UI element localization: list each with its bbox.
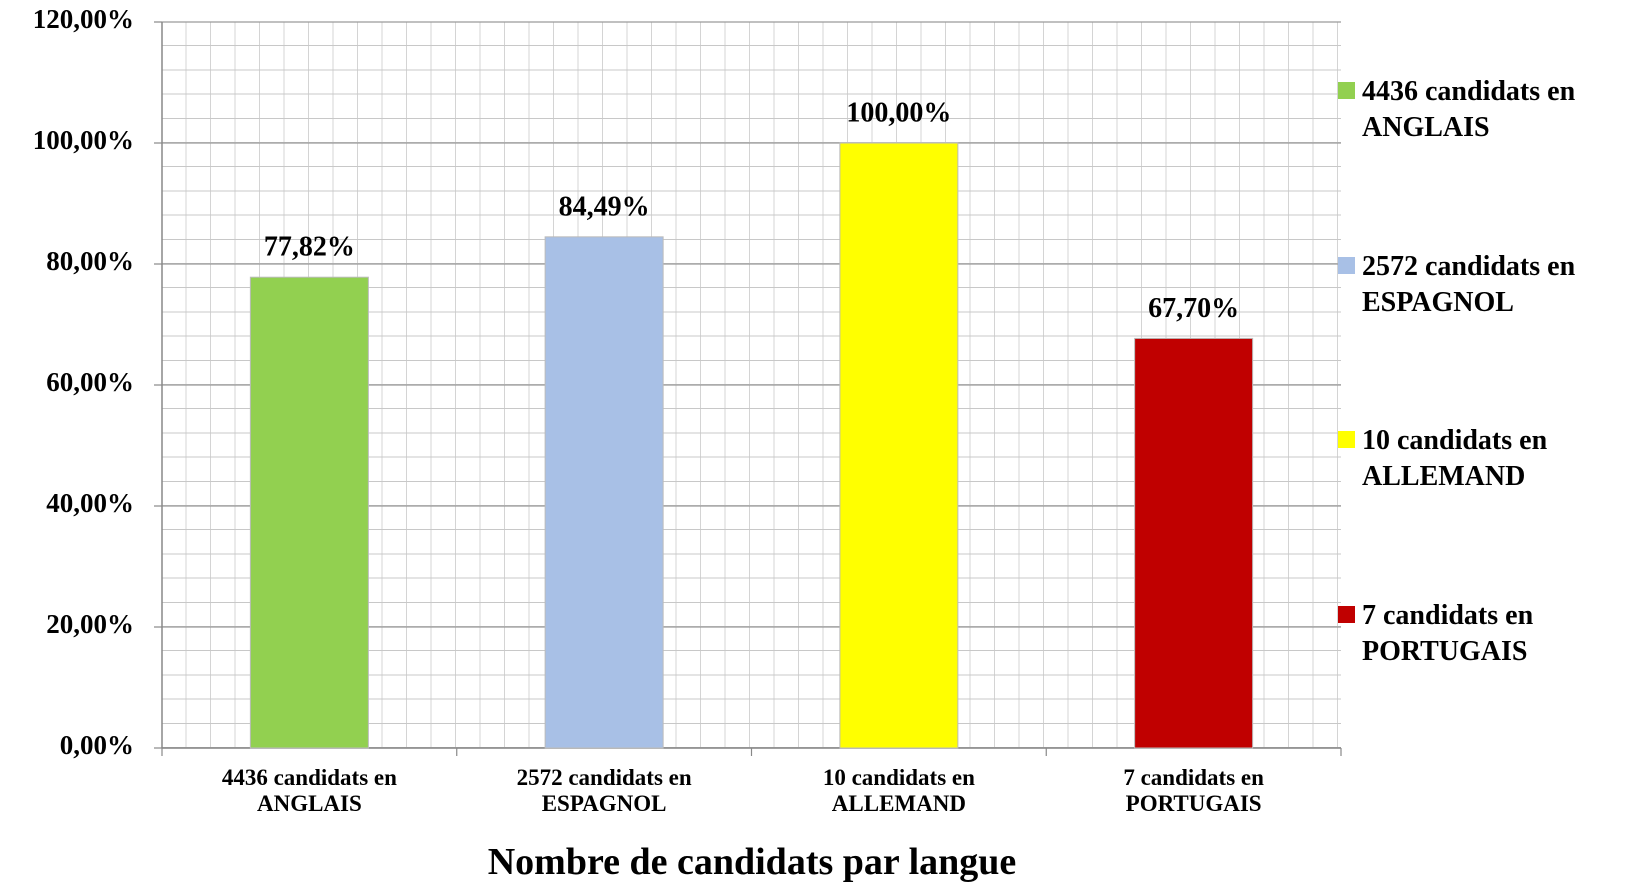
legend-label: 4436 candidats en ANGLAIS [1362, 76, 1576, 144]
x-axis-label: Nombre de candidats par langue [487, 841, 1017, 883]
y-tick-label: 40,00% [46, 488, 134, 518]
legend-label: 7 candidats en PORTUGAIS [1362, 599, 1534, 667]
legend-item: 4436 candidats en ANGLAIS [1338, 74, 1627, 147]
x-tick-label: 2572 candidats en ESPAGNOL [516, 765, 692, 817]
legend-item: 7 candidats en PORTUGAIS [1338, 598, 1627, 671]
y-tick-label: 60,00% [46, 367, 134, 397]
value-label: 77,82% [264, 232, 355, 263]
y-tick-label: 20,00% [46, 609, 134, 639]
y-tick-label: 0,00% [60, 730, 134, 760]
value-label: 84,49% [559, 191, 650, 222]
bar [839, 142, 959, 749]
legend-label: 10 candidats en ALLEMAND [1362, 425, 1548, 493]
bar [249, 276, 369, 749]
legend-swatch [1338, 431, 1355, 448]
legend-swatch [1338, 256, 1355, 274]
x-tick-label: 10 candidats en ALLEMAND [822, 765, 975, 817]
legend-label: 2572 candidats en ESPAGNOL [1362, 250, 1576, 318]
legend-item: 2572 candidats en ESPAGNOL [1338, 249, 1627, 322]
bar [544, 236, 664, 749]
y-tick-label: 120,00% [33, 4, 134, 34]
value-label: 100,00% [846, 97, 951, 128]
y-tick-label: 80,00% [46, 246, 134, 276]
bar [1134, 337, 1254, 749]
value-label: 67,70% [1148, 293, 1239, 324]
x-tick-label: 7 candidats en PORTUGAIS [1123, 765, 1264, 817]
legend-item: 10 candidats en ALLEMAND [1338, 423, 1627, 496]
y-tick-label: 100,00% [33, 125, 134, 155]
legend-swatch [1338, 82, 1355, 99]
legend-swatch [1338, 605, 1355, 623]
x-tick-label: 4436 candidats en ANGLAIS [221, 765, 397, 817]
